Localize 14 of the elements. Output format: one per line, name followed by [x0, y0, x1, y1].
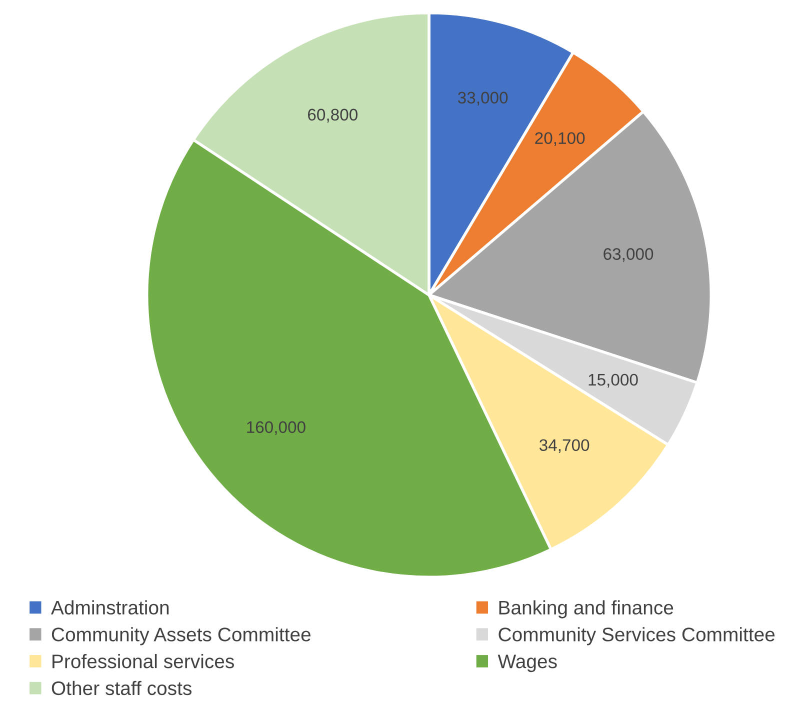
data-label: 63,000: [604, 248, 654, 262]
legend-label: Community Services Committee: [498, 627, 775, 646]
legend-label: Community Assets Committee: [52, 627, 311, 646]
legend-label: Professional services: [52, 654, 234, 668]
data-label: 15,000: [588, 374, 638, 388]
data-label: 160,000: [247, 421, 306, 436]
data-label: 20,100: [535, 132, 585, 146]
legend-label: Other staff costs: [52, 680, 192, 696]
data-label: 34,700: [539, 439, 590, 453]
legend-label: Adminstration: [51, 600, 169, 615]
legend-label: Wages: [498, 654, 557, 672]
data-label: 60,800: [308, 108, 358, 123]
data-label: 33,000: [458, 92, 508, 106]
legend-label: Banking and finance: [499, 600, 674, 618]
